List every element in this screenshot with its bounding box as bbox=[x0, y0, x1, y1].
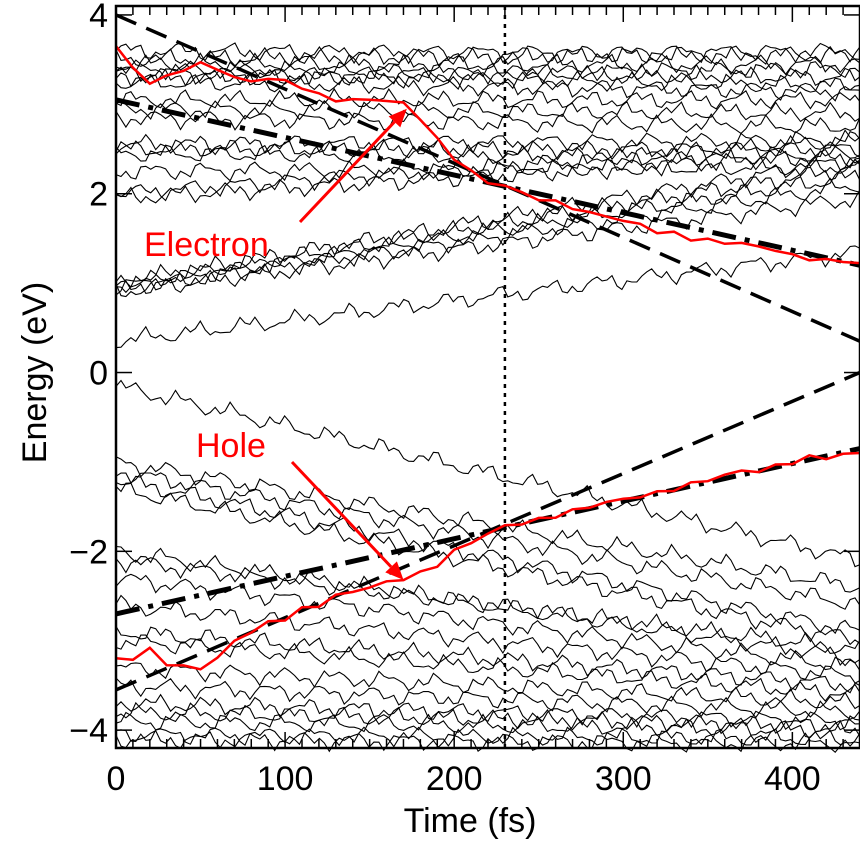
axis-ticks bbox=[115, 6, 860, 748]
electron-series-line bbox=[115, 45, 860, 265]
x-tick-label: 400 bbox=[764, 760, 821, 798]
electron-arrowhead bbox=[388, 108, 407, 128]
energy-level-line bbox=[115, 557, 860, 654]
energy-level-line bbox=[115, 42, 860, 65]
energy-level-line bbox=[115, 42, 860, 68]
fit-reference-lines bbox=[115, 6, 860, 748]
y-tick-label: −2 bbox=[69, 533, 108, 571]
energy-level-line bbox=[115, 61, 860, 88]
energy-level-line bbox=[115, 662, 860, 710]
y-tick-label: −4 bbox=[69, 712, 108, 750]
energy-level-line bbox=[115, 111, 860, 135]
energy-level-line bbox=[115, 482, 860, 646]
plot-frame bbox=[114, 4, 860, 750]
electron-arrow bbox=[298, 120, 396, 224]
x-tick-label: 200 bbox=[426, 760, 483, 798]
hole-arrow bbox=[290, 460, 393, 568]
background-energy-levels bbox=[115, 42, 860, 753]
energy-level-line bbox=[115, 52, 860, 76]
hole-arrowhead bbox=[385, 561, 404, 580]
hole-series-line bbox=[115, 451, 860, 671]
y-tick-label: 0 bbox=[89, 355, 108, 393]
energy-level-line bbox=[115, 177, 860, 295]
energy-level-line bbox=[115, 475, 860, 635]
energy-level-line bbox=[115, 129, 860, 202]
energy-level-line bbox=[115, 677, 860, 720]
y-tick-label: 4 bbox=[89, 0, 108, 35]
energy-level-line bbox=[115, 138, 860, 161]
energy-level-line bbox=[115, 472, 860, 610]
energy-level-line bbox=[115, 379, 860, 568]
energy-level-line bbox=[115, 245, 860, 349]
energy-level-line bbox=[115, 711, 860, 738]
hole-label: Hole bbox=[196, 427, 266, 465]
x-tick-label: 300 bbox=[595, 760, 652, 798]
highlight-series bbox=[115, 45, 860, 671]
energy-level-line bbox=[115, 66, 860, 93]
x-tick-label: 100 bbox=[257, 760, 314, 798]
x-tick-label: 0 bbox=[107, 760, 126, 798]
energy-level-line bbox=[115, 155, 860, 182]
y-tick-label: 2 bbox=[89, 176, 108, 214]
energy-level-line bbox=[115, 99, 860, 123]
energy-level-line bbox=[115, 145, 860, 204]
x-axis-title: Time (fs) bbox=[404, 802, 537, 840]
energy-level-line bbox=[115, 72, 860, 102]
energy-level-line bbox=[115, 545, 860, 666]
dashed-reference-line bbox=[115, 13, 860, 343]
energy-level-line bbox=[115, 131, 860, 155]
energy-level-line bbox=[115, 626, 860, 694]
energy-level-line bbox=[115, 160, 860, 294]
energy-level-line bbox=[115, 693, 860, 731]
electron-label: Electron bbox=[144, 226, 269, 264]
energy-level-line bbox=[115, 143, 860, 169]
energy-level-line bbox=[115, 189, 860, 298]
tick-labels: 0 100 200 300 400 −4 −2 0 2 4 bbox=[69, 0, 820, 798]
energy-level-line bbox=[115, 456, 860, 593]
y-axis-title: Energy (eV) bbox=[16, 282, 54, 463]
dash-dot-reference-line bbox=[115, 446, 860, 617]
energy-level-line bbox=[115, 87, 860, 110]
energy-level-line bbox=[115, 594, 860, 687]
energy-level-line bbox=[115, 701, 860, 735]
